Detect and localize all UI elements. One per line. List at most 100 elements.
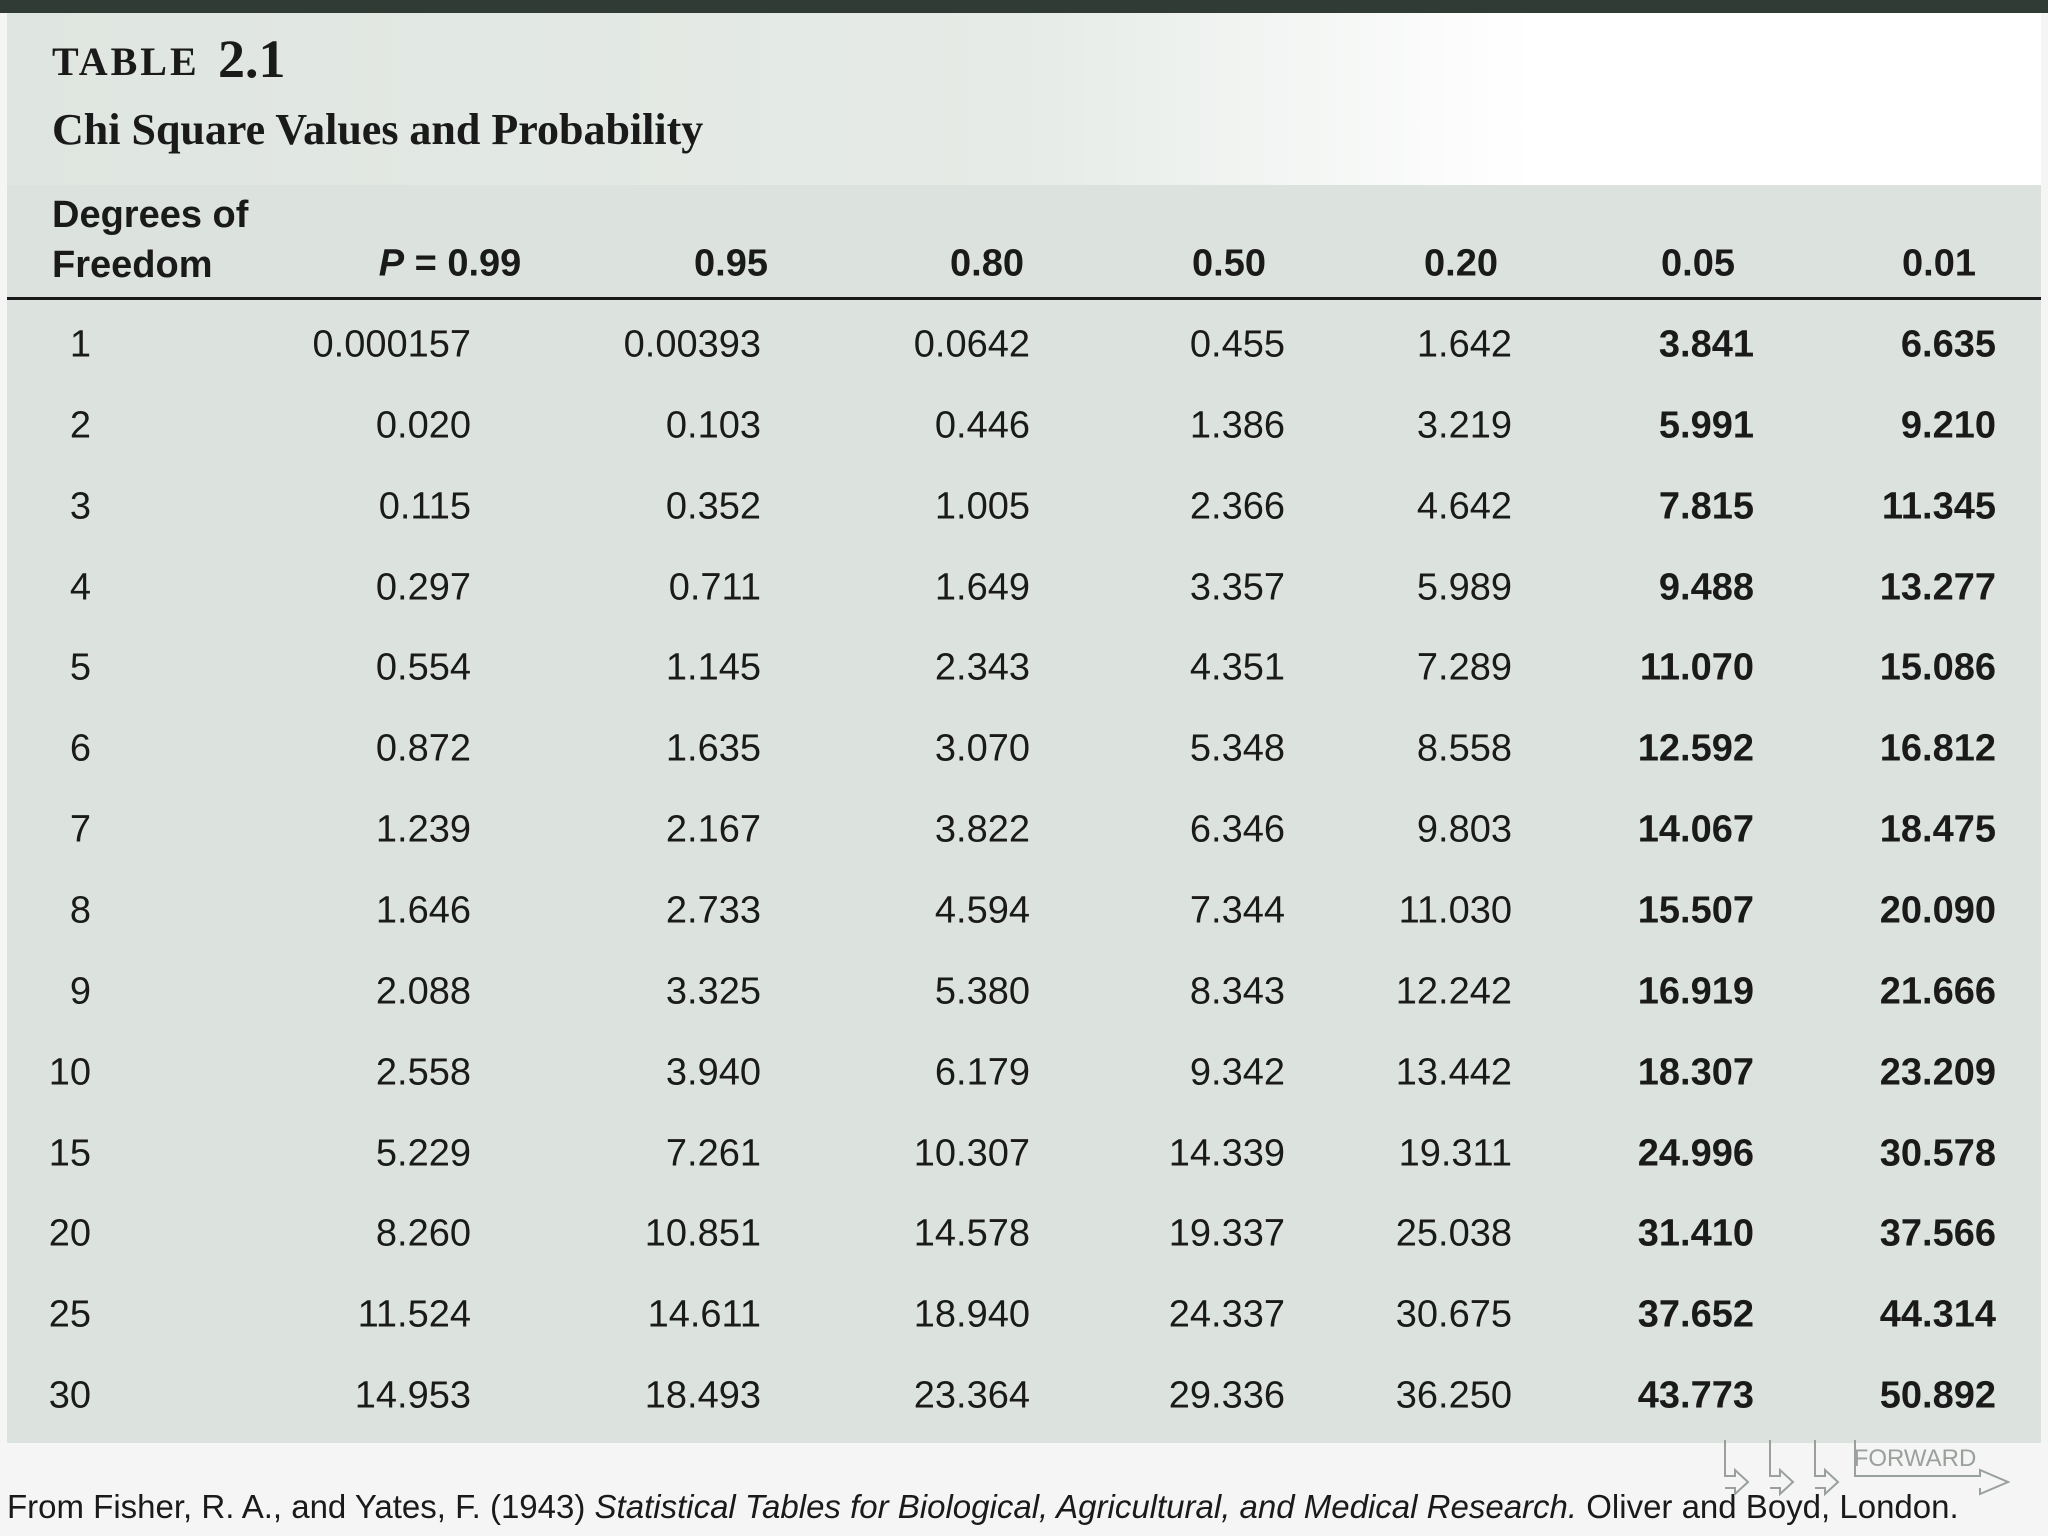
table-cell: 7.344	[1189, 889, 1285, 932]
header-rule	[7, 297, 2041, 300]
table-cell: 9.342	[1189, 1051, 1285, 1094]
table-cell: 14.953	[354, 1374, 471, 1417]
table-cell: 1.005	[934, 485, 1030, 528]
table-cell: 30.675	[1395, 1293, 1512, 1336]
source-text: Oliver and Boyd, London.	[1586, 1488, 1959, 1525]
table-cell: 9.803	[1416, 808, 1512, 851]
table-cell: 8.558	[1416, 727, 1512, 770]
table-cell: 14.067	[1637, 808, 1754, 851]
top-bar	[0, 0, 2048, 13]
table-cell: 1.646	[375, 889, 471, 932]
table-cell: 5.348	[1189, 727, 1285, 770]
table-cell: 0.020	[375, 404, 471, 447]
table-cell: 18.475	[1879, 808, 1996, 851]
table-cell: 16.812	[1879, 727, 1996, 770]
table-cell: 2.558	[375, 1051, 471, 1094]
column-header: 0.20	[1424, 242, 1498, 285]
table-cell: 13.442	[1395, 1051, 1512, 1094]
table-cell: 24.996	[1637, 1132, 1754, 1174]
row-label: 20	[48, 1212, 91, 1255]
table-cell: 12.242	[1395, 970, 1512, 1013]
column-header: 0.80	[950, 242, 1024, 285]
table-cell: 44.314	[1879, 1293, 1996, 1336]
table-cell: 2.343	[934, 646, 1030, 689]
table-cell: 21.666	[1879, 970, 1996, 1013]
table-cell: 0.455	[1189, 323, 1285, 366]
table-cell: 37.566	[1879, 1212, 1996, 1255]
table-cell: 5.991	[1658, 404, 1754, 447]
table-cell: 19.337	[1168, 1212, 1285, 1255]
table-cell: 10.851	[644, 1212, 761, 1255]
row-label: 10	[48, 1051, 91, 1094]
table-cell: 11.030	[1398, 889, 1512, 932]
table-cell: 0.352	[665, 485, 761, 528]
table-cell: 19.311	[1398, 1132, 1512, 1174]
table-cell: 0.0642	[913, 323, 1030, 366]
column-header: 0.05	[1661, 242, 1735, 285]
row-label: 1	[69, 323, 91, 366]
row-label: 15	[48, 1132, 91, 1174]
table-cell: 5.989	[1416, 566, 1512, 609]
table-cell: 0.00393	[623, 323, 761, 366]
table-cell: 11.524	[357, 1293, 471, 1336]
forward-button[interactable]: FORWARD	[1700, 1436, 2010, 1496]
table-cell: 4.642	[1416, 485, 1512, 528]
row-label: 25	[48, 1293, 91, 1336]
table-cell: 2.167	[665, 808, 761, 851]
source-note: From Fisher, R. A., and Yates, F. (1943)…	[7, 1488, 1959, 1526]
table-cell: 3.070	[934, 727, 1030, 770]
table-cell: 12.592	[1637, 727, 1754, 770]
row-label: 6	[69, 727, 91, 770]
table-cell: 0.115	[378, 485, 471, 528]
table-cell: 4.351	[1189, 646, 1285, 689]
table-cell: 15.086	[1879, 646, 1996, 689]
table-cell: 37.652	[1637, 1293, 1754, 1336]
table-cell: 14.339	[1168, 1132, 1285, 1174]
table-cell: 20.090	[1879, 889, 1996, 932]
table-cell: 7.815	[1658, 485, 1754, 528]
table-cell: 1.635	[665, 727, 761, 770]
source-title: Statistical Tables for Biological, Agric…	[594, 1488, 1578, 1525]
table-cell: 4.594	[934, 889, 1030, 932]
forward-label[interactable]: FORWARD	[1854, 1445, 1977, 1472]
table-cell: 1.386	[1189, 404, 1285, 447]
table-cell: 24.337	[1168, 1293, 1285, 1336]
table-cell: 11.345	[1881, 485, 1996, 528]
table-cell: 10.307	[913, 1132, 1030, 1174]
table-cell: 8.343	[1189, 970, 1285, 1013]
table-cell: 0.446	[934, 404, 1030, 447]
table-cell: 1.642	[1416, 323, 1512, 366]
column-header: 0.50	[1192, 242, 1266, 285]
table-cell: 1.145	[665, 646, 761, 689]
table-cell: 0.711	[668, 566, 761, 609]
table-cell: 9.488	[1658, 566, 1754, 609]
table-cell: 36.250	[1395, 1374, 1512, 1417]
row-label: 8	[69, 889, 91, 932]
table-cell: 31.410	[1637, 1212, 1754, 1255]
table-cell: 0.872	[375, 727, 471, 770]
table-cell: 50.892	[1879, 1374, 1996, 1417]
table-cell: 3.357	[1189, 566, 1285, 609]
column-header: 0.01	[1902, 242, 1976, 285]
table-cell: 18.940	[913, 1293, 1030, 1336]
table-cell: 6.635	[1900, 323, 1996, 366]
row-label: 9	[69, 970, 91, 1013]
table-cell: 6.179	[934, 1051, 1030, 1094]
column-header: 0.95	[694, 242, 768, 285]
row-label: 30	[48, 1374, 91, 1417]
table-number: 2.1	[218, 29, 286, 89]
table-cell: 2.088	[375, 970, 471, 1013]
table-cell: 3.940	[665, 1051, 761, 1094]
table-cell: 1.239	[375, 808, 471, 851]
table-cell: 25.038	[1395, 1212, 1512, 1255]
table-cell: 6.346	[1189, 808, 1285, 851]
table-cell: 0.554	[375, 646, 471, 689]
table-cell: 11.070	[1639, 646, 1754, 689]
table-cell: 7.261	[665, 1132, 761, 1174]
table-cell: 0.103	[665, 404, 761, 447]
table-cell: 18.493	[644, 1374, 761, 1417]
table-cell: 14.611	[647, 1293, 761, 1336]
table-label: TABLE	[52, 39, 200, 84]
table-cell: 0.297	[375, 566, 471, 609]
